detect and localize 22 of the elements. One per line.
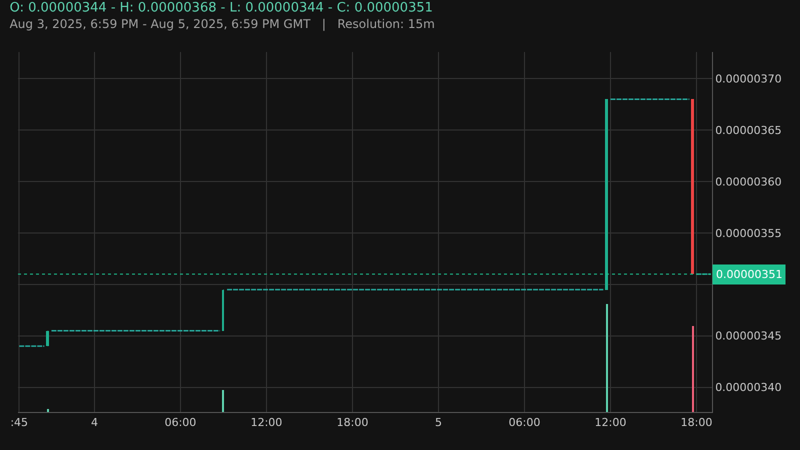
y-tick-label: 0.00000355 xyxy=(715,226,782,240)
chart-title: O: 0.00000344 - H: 0.00000368 - L: 0.00000344 - C: 0.00000351 xyxy=(10,0,433,16)
bar xyxy=(606,304,608,412)
y-tick-label: 0.00000370 xyxy=(715,72,782,86)
x-tick-label: 18:00 xyxy=(680,416,712,430)
x-tick-label: 12:00 xyxy=(594,416,626,430)
x-tick-label: 12:00 xyxy=(250,416,282,430)
x-tick-label: 06:00 xyxy=(164,416,196,430)
ref-line-label: 0.00000351 xyxy=(716,268,782,281)
x-tick-label: 5 xyxy=(434,416,442,430)
bar xyxy=(47,409,49,412)
x-tick-label: 18:00 xyxy=(336,416,368,430)
y-tick-label: 0.00000360 xyxy=(715,175,782,188)
x-tick-label: :45 xyxy=(10,416,28,430)
bar xyxy=(222,390,224,412)
y-tick-label: 0.00000340 xyxy=(715,381,782,394)
bar xyxy=(692,326,694,412)
y-tick-label: 0.00000345 xyxy=(715,330,782,343)
y-tick-label: 0.00000365 xyxy=(715,124,782,138)
x-tick-label: 4 xyxy=(90,416,98,430)
x-tick-label: 06:00 xyxy=(508,416,540,430)
chart-subtitle: Aug 3, 2025, 6:59 PM - Aug 5, 2025, 6:59 PM GMT | Resolution: 15m xyxy=(10,17,435,32)
